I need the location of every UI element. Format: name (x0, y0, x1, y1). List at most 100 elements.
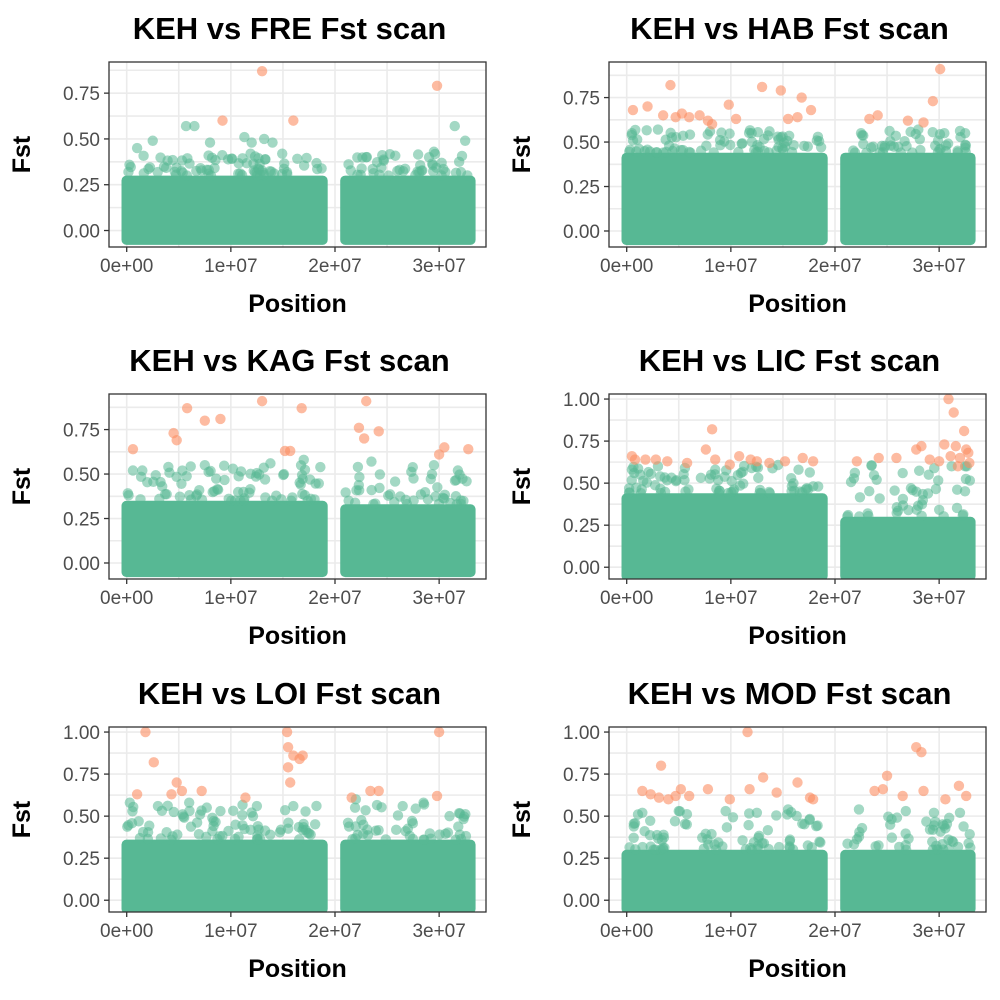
panel-keh-vs-fre: 0e+00 1e+07 2e+07 3e+07 0.00 0.25 0.50 0.75 KEH … (8, 11, 487, 318)
outlier-point (683, 111, 695, 123)
outlier-point (650, 454, 662, 465)
snp-point (155, 833, 167, 844)
snp-point (309, 819, 321, 830)
snp-point (891, 507, 902, 519)
snp-point (938, 511, 949, 522)
outlier-point (775, 85, 787, 96)
outlier-point (771, 787, 782, 798)
snp-point (679, 818, 691, 830)
snp-point (353, 485, 365, 496)
snp-point (921, 816, 932, 827)
snp-point (279, 804, 291, 816)
outlier-point (779, 456, 791, 467)
snp-point (737, 138, 748, 149)
snp-point (342, 817, 354, 828)
y-tick-label: 0.00 (563, 222, 600, 243)
y-tick-label: 0.75 (63, 421, 100, 442)
snp-point (762, 824, 774, 836)
snp-point (624, 842, 635, 853)
snp-point (624, 144, 636, 156)
y-axis-label: Fst (508, 467, 536, 505)
outlier-point (864, 113, 875, 125)
snp-point (957, 510, 968, 521)
snp-point (964, 828, 975, 840)
snp-point (890, 130, 902, 142)
snp-point (449, 475, 461, 486)
snp-point (230, 819, 241, 830)
panel-keh-vs-loi: 0e+00 1e+07 2e+07 3e+07 0.00 0.25 0.50 0.75 1.00… (8, 676, 487, 983)
snp-point (400, 494, 411, 506)
snp-point (362, 830, 374, 841)
snp-point (356, 163, 367, 174)
snp-point (886, 832, 898, 843)
snp-point (680, 486, 691, 497)
snp-point (366, 484, 377, 496)
outlier-point (934, 63, 946, 75)
snp-point (389, 476, 401, 487)
outlier-point (702, 784, 714, 795)
snp-point (419, 486, 431, 498)
snp-point (390, 150, 401, 161)
y-tick-label: 0.00 (563, 891, 600, 912)
snp-point (432, 482, 443, 493)
snp-point (229, 833, 241, 845)
snp-point (428, 459, 440, 471)
snp-point (215, 805, 226, 817)
snp-point (786, 146, 798, 158)
outlier-point (431, 790, 443, 802)
snp-point (863, 510, 874, 522)
y-axis-label: Fst (8, 135, 36, 173)
outlier-point (723, 99, 734, 110)
snp-point (227, 463, 239, 474)
snp-point (743, 808, 755, 819)
snp-point (626, 464, 638, 475)
x-tick-label: 0e+00 (100, 921, 153, 942)
outlier-point (764, 457, 775, 469)
snp-point (249, 151, 261, 162)
snp-point (297, 473, 308, 485)
plot-area (109, 62, 486, 247)
outlier-point (196, 785, 207, 797)
plot-area (609, 394, 986, 579)
y-axis-label: Fst (508, 800, 536, 838)
snp-point (889, 485, 900, 496)
outlier-point (897, 790, 908, 802)
snp-point (789, 485, 800, 497)
snp-point (452, 465, 464, 476)
outlier-point (872, 110, 883, 121)
snp-point (181, 170, 193, 181)
snp-point (459, 135, 471, 146)
snp-point (419, 834, 430, 845)
outlier-point (215, 413, 226, 425)
snp-point (392, 165, 403, 177)
snp-point (278, 468, 290, 480)
x-tick-label: 2e+07 (808, 256, 861, 277)
snp-point (259, 474, 271, 485)
snp-point (244, 487, 255, 498)
snp-point (782, 135, 793, 147)
plot-area (109, 727, 486, 912)
snp-point (373, 824, 384, 836)
outlier-point (166, 789, 177, 800)
snp-point (842, 838, 853, 849)
x-tick-label: 0e+00 (100, 588, 153, 609)
snp-point (927, 127, 938, 138)
y-tick-label: 0.50 (563, 474, 600, 495)
x-tick-label: 2e+07 (308, 588, 361, 609)
outlier-point (700, 444, 712, 455)
x-axis-label: Position (248, 622, 347, 650)
snp-point (123, 166, 134, 178)
snp-point (237, 809, 248, 821)
outlier-point (131, 789, 143, 800)
outlier-point (629, 454, 641, 465)
snp-point (124, 797, 136, 808)
snp-point (958, 821, 969, 832)
snp-point (639, 825, 650, 837)
outlier-point (662, 456, 673, 467)
snp-point (300, 806, 311, 817)
snp-point (376, 802, 387, 813)
snp-point (390, 824, 402, 836)
snp-point (313, 478, 324, 489)
snp-point (298, 454, 309, 466)
snp-point (716, 127, 727, 138)
